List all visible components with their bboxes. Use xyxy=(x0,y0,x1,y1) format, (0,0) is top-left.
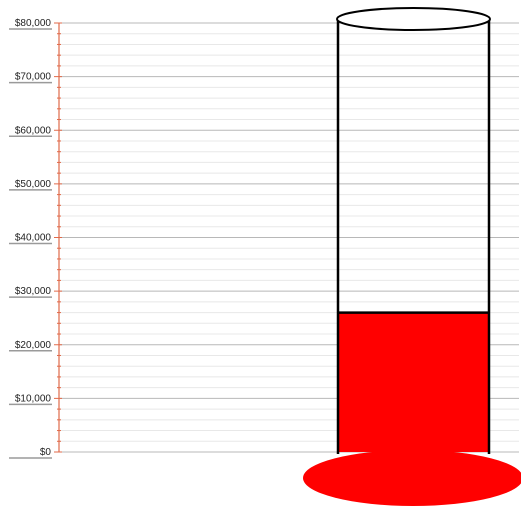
y-tick-label: $10,000 xyxy=(15,393,52,404)
y-tick-label: $40,000 xyxy=(15,233,52,244)
y-tick-labels: $0 $10,000 $20,000 $30,000 $40,000 $50,000 $60… xyxy=(9,18,52,459)
y-tick-label: $80,000 xyxy=(15,18,52,29)
tube-top-cap xyxy=(336,7,491,31)
y-tick-label: $20,000 xyxy=(15,340,52,351)
gridlines xyxy=(59,22,519,453)
y-tick-label: $50,000 xyxy=(15,179,52,190)
y-tick-label: $0 xyxy=(40,447,52,458)
thermometer-fill-bar xyxy=(338,312,489,452)
y-tick-label: $70,000 xyxy=(15,72,52,83)
thermometer-tube xyxy=(303,7,521,506)
y-tick-label: $30,000 xyxy=(15,286,52,297)
y-tick-label: $60,000 xyxy=(15,125,52,136)
y-axis xyxy=(54,22,62,453)
thermometer-bulb xyxy=(303,450,521,506)
